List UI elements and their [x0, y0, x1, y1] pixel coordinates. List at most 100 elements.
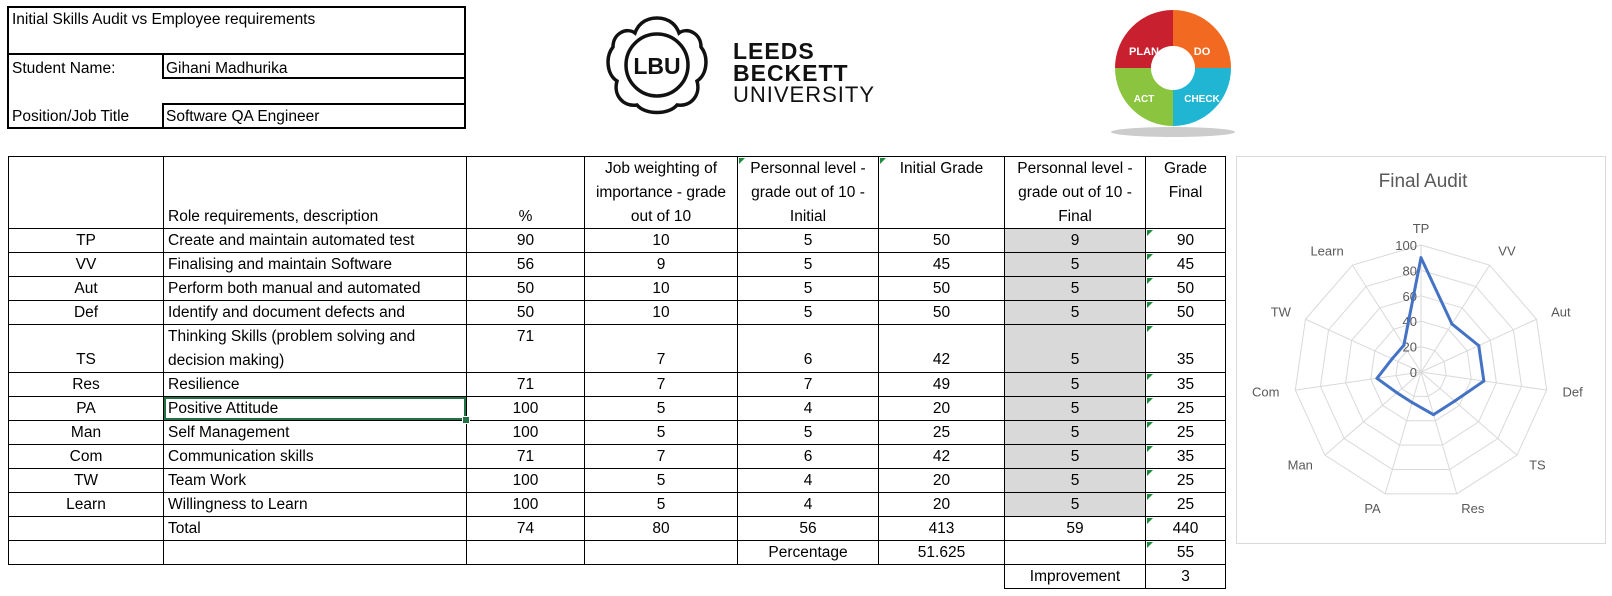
- audit-title[interactable]: Initial Skills Audit vs Employee require…: [12, 11, 316, 28]
- radar-point[interactable]: [1410, 400, 1414, 404]
- improvement-value[interactable]: 3: [1181, 568, 1190, 585]
- row-initial-level[interactable]: 4: [803, 496, 813, 513]
- total-label[interactable]: Total: [168, 520, 201, 537]
- row-percent[interactable]: 71: [516, 376, 535, 393]
- row-code[interactable]: Def: [73, 304, 99, 321]
- row-percent[interactable]: 90: [516, 232, 535, 249]
- row-initial-level[interactable]: 5: [803, 280, 813, 297]
- row-final-grade[interactable]: 90: [1176, 232, 1195, 249]
- row-percent[interactable]: 50: [516, 304, 535, 321]
- row-initial-grade[interactable]: 50: [932, 232, 951, 249]
- radar-point[interactable]: [1450, 322, 1454, 326]
- radar-point[interactable]: [1482, 379, 1486, 383]
- header-initial-level[interactable]: Personnal level - grade out of 10 - Initia…: [738, 157, 878, 229]
- row-job-weight[interactable]: 7: [656, 351, 666, 368]
- row-initial-grade[interactable]: 20: [932, 472, 951, 489]
- row-job-weight[interactable]: 5: [656, 400, 666, 417]
- row-final-grade[interactable]: 50: [1176, 304, 1195, 321]
- row-final-grade[interactable]: 25: [1176, 496, 1195, 513]
- row-initial-level[interactable]: 4: [803, 400, 813, 417]
- row-percent[interactable]: 100: [512, 496, 539, 513]
- row-final-grade[interactable]: 35: [1176, 448, 1195, 465]
- row-description[interactable]: Resilience: [168, 376, 240, 393]
- row-final-grade[interactable]: 45: [1176, 256, 1195, 273]
- row-job-weight[interactable]: 5: [656, 424, 666, 441]
- selection-fill-handle[interactable]: [462, 416, 470, 424]
- student-name-label[interactable]: Student Name:: [12, 60, 116, 77]
- row-code[interactable]: Res: [72, 376, 100, 393]
- radar-point[interactable]: [1453, 399, 1457, 403]
- row-percent[interactable]: 50: [516, 280, 535, 297]
- row-code[interactable]: Com: [69, 448, 103, 465]
- total-initial-grade[interactable]: 413: [928, 520, 955, 537]
- row-code[interactable]: Aut: [74, 280, 98, 297]
- row-final-grade[interactable]: 35: [1176, 351, 1195, 368]
- row-initial-grade[interactable]: 20: [932, 496, 951, 513]
- row-initial-grade[interactable]: 45: [932, 256, 951, 273]
- row-percent[interactable]: 71: [516, 328, 535, 345]
- total-final-level[interactable]: 59: [1066, 520, 1084, 537]
- radar-point[interactable]: [1395, 391, 1399, 395]
- row-job-weight[interactable]: 10: [652, 232, 670, 249]
- radar-point[interactable]: [1375, 376, 1379, 380]
- row-final-level[interactable]: 5: [1070, 304, 1080, 321]
- row-initial-level[interactable]: 5: [803, 232, 813, 249]
- row-final-level[interactable]: 5: [1070, 424, 1080, 441]
- row-final-level[interactable]: 5: [1070, 472, 1080, 489]
- row-final-grade[interactable]: 35: [1176, 376, 1195, 393]
- total-code[interactable]: [9, 517, 163, 540]
- row-description[interactable]: Self Management: [168, 424, 290, 441]
- row-description[interactable]: Finalising and maintain Software: [168, 256, 393, 273]
- radar-point[interactable]: [1419, 256, 1423, 260]
- percentage-final[interactable]: 55: [1176, 544, 1195, 561]
- header-initial-grade[interactable]: Initial Grade: [879, 157, 1004, 181]
- row-initial-level[interactable]: 7: [803, 376, 813, 393]
- row-code[interactable]: TP: [76, 232, 96, 249]
- row-initial-grade[interactable]: 20: [932, 400, 951, 417]
- position-value[interactable]: Software QA Engineer: [166, 108, 320, 125]
- row-final-grade[interactable]: 25: [1176, 424, 1195, 441]
- row-initial-level[interactable]: 4: [803, 472, 813, 489]
- row-code[interactable]: Learn: [66, 496, 106, 513]
- row-final-level[interactable]: 5: [1070, 448, 1080, 465]
- row-final-level[interactable]: 5: [1070, 351, 1080, 368]
- final-audit-chart[interactable]: Final Audit TP VV Aut Def TS Res PA Man Com TW Lea…: [1236, 156, 1606, 544]
- row-job-weight[interactable]: 5: [656, 472, 666, 489]
- header-job-weighting[interactable]: Job weighting of importance - grade out of…: [585, 157, 737, 229]
- percentage-label[interactable]: Percentage: [768, 544, 848, 561]
- row-final-level[interactable]: 5: [1070, 400, 1080, 417]
- row-percent[interactable]: 100: [512, 400, 539, 417]
- row-final-level[interactable]: 5: [1070, 496, 1080, 513]
- row-initial-level[interactable]: 6: [803, 351, 813, 368]
- row-percent[interactable]: 56: [516, 256, 535, 273]
- row-percent[interactable]: 100: [512, 424, 539, 441]
- row-initial-grade[interactable]: 25: [932, 424, 951, 441]
- radar-point[interactable]: [1477, 344, 1481, 348]
- row-job-weight[interactable]: 10: [652, 280, 670, 297]
- row-job-weight[interactable]: 9: [656, 256, 666, 273]
- total-percent[interactable]: 74: [516, 520, 535, 537]
- row-initial-grade[interactable]: 50: [932, 304, 951, 321]
- radar-point[interactable]: [1402, 343, 1406, 347]
- row-code[interactable]: VV: [75, 256, 97, 273]
- row-code[interactable]: PA: [76, 400, 96, 417]
- empty-info-cell[interactable]: [166, 80, 462, 100]
- row-code[interactable]: TS: [76, 351, 96, 368]
- improvement-label[interactable]: Improvement: [1029, 568, 1121, 585]
- row-initial-level[interactable]: 5: [803, 256, 813, 273]
- row-final-level[interactable]: 5: [1070, 376, 1080, 393]
- radar-point[interactable]: [1432, 413, 1436, 417]
- header-grade-final[interactable]: Grade Final: [1146, 157, 1225, 205]
- header-percent[interactable]: %: [467, 205, 584, 229]
- row-initial-grade[interactable]: 49: [932, 376, 951, 393]
- row-job-weight[interactable]: 5: [656, 496, 666, 513]
- row-description[interactable]: Thinking Skills (problem solving and deci…: [164, 325, 466, 373]
- row-final-level[interactable]: 5: [1070, 256, 1080, 273]
- row-description[interactable]: Perform both manual and automated: [168, 280, 421, 297]
- header-final-level[interactable]: Personnal level - grade out of 10 - Final: [1005, 157, 1145, 229]
- row-description[interactable]: Communication skills: [168, 448, 314, 465]
- row-final-grade[interactable]: 50: [1176, 280, 1195, 297]
- row-initial-grade[interactable]: 50: [932, 280, 951, 297]
- student-name-value[interactable]: Gihani Madhurika: [166, 60, 288, 77]
- row-percent[interactable]: 100: [512, 472, 539, 489]
